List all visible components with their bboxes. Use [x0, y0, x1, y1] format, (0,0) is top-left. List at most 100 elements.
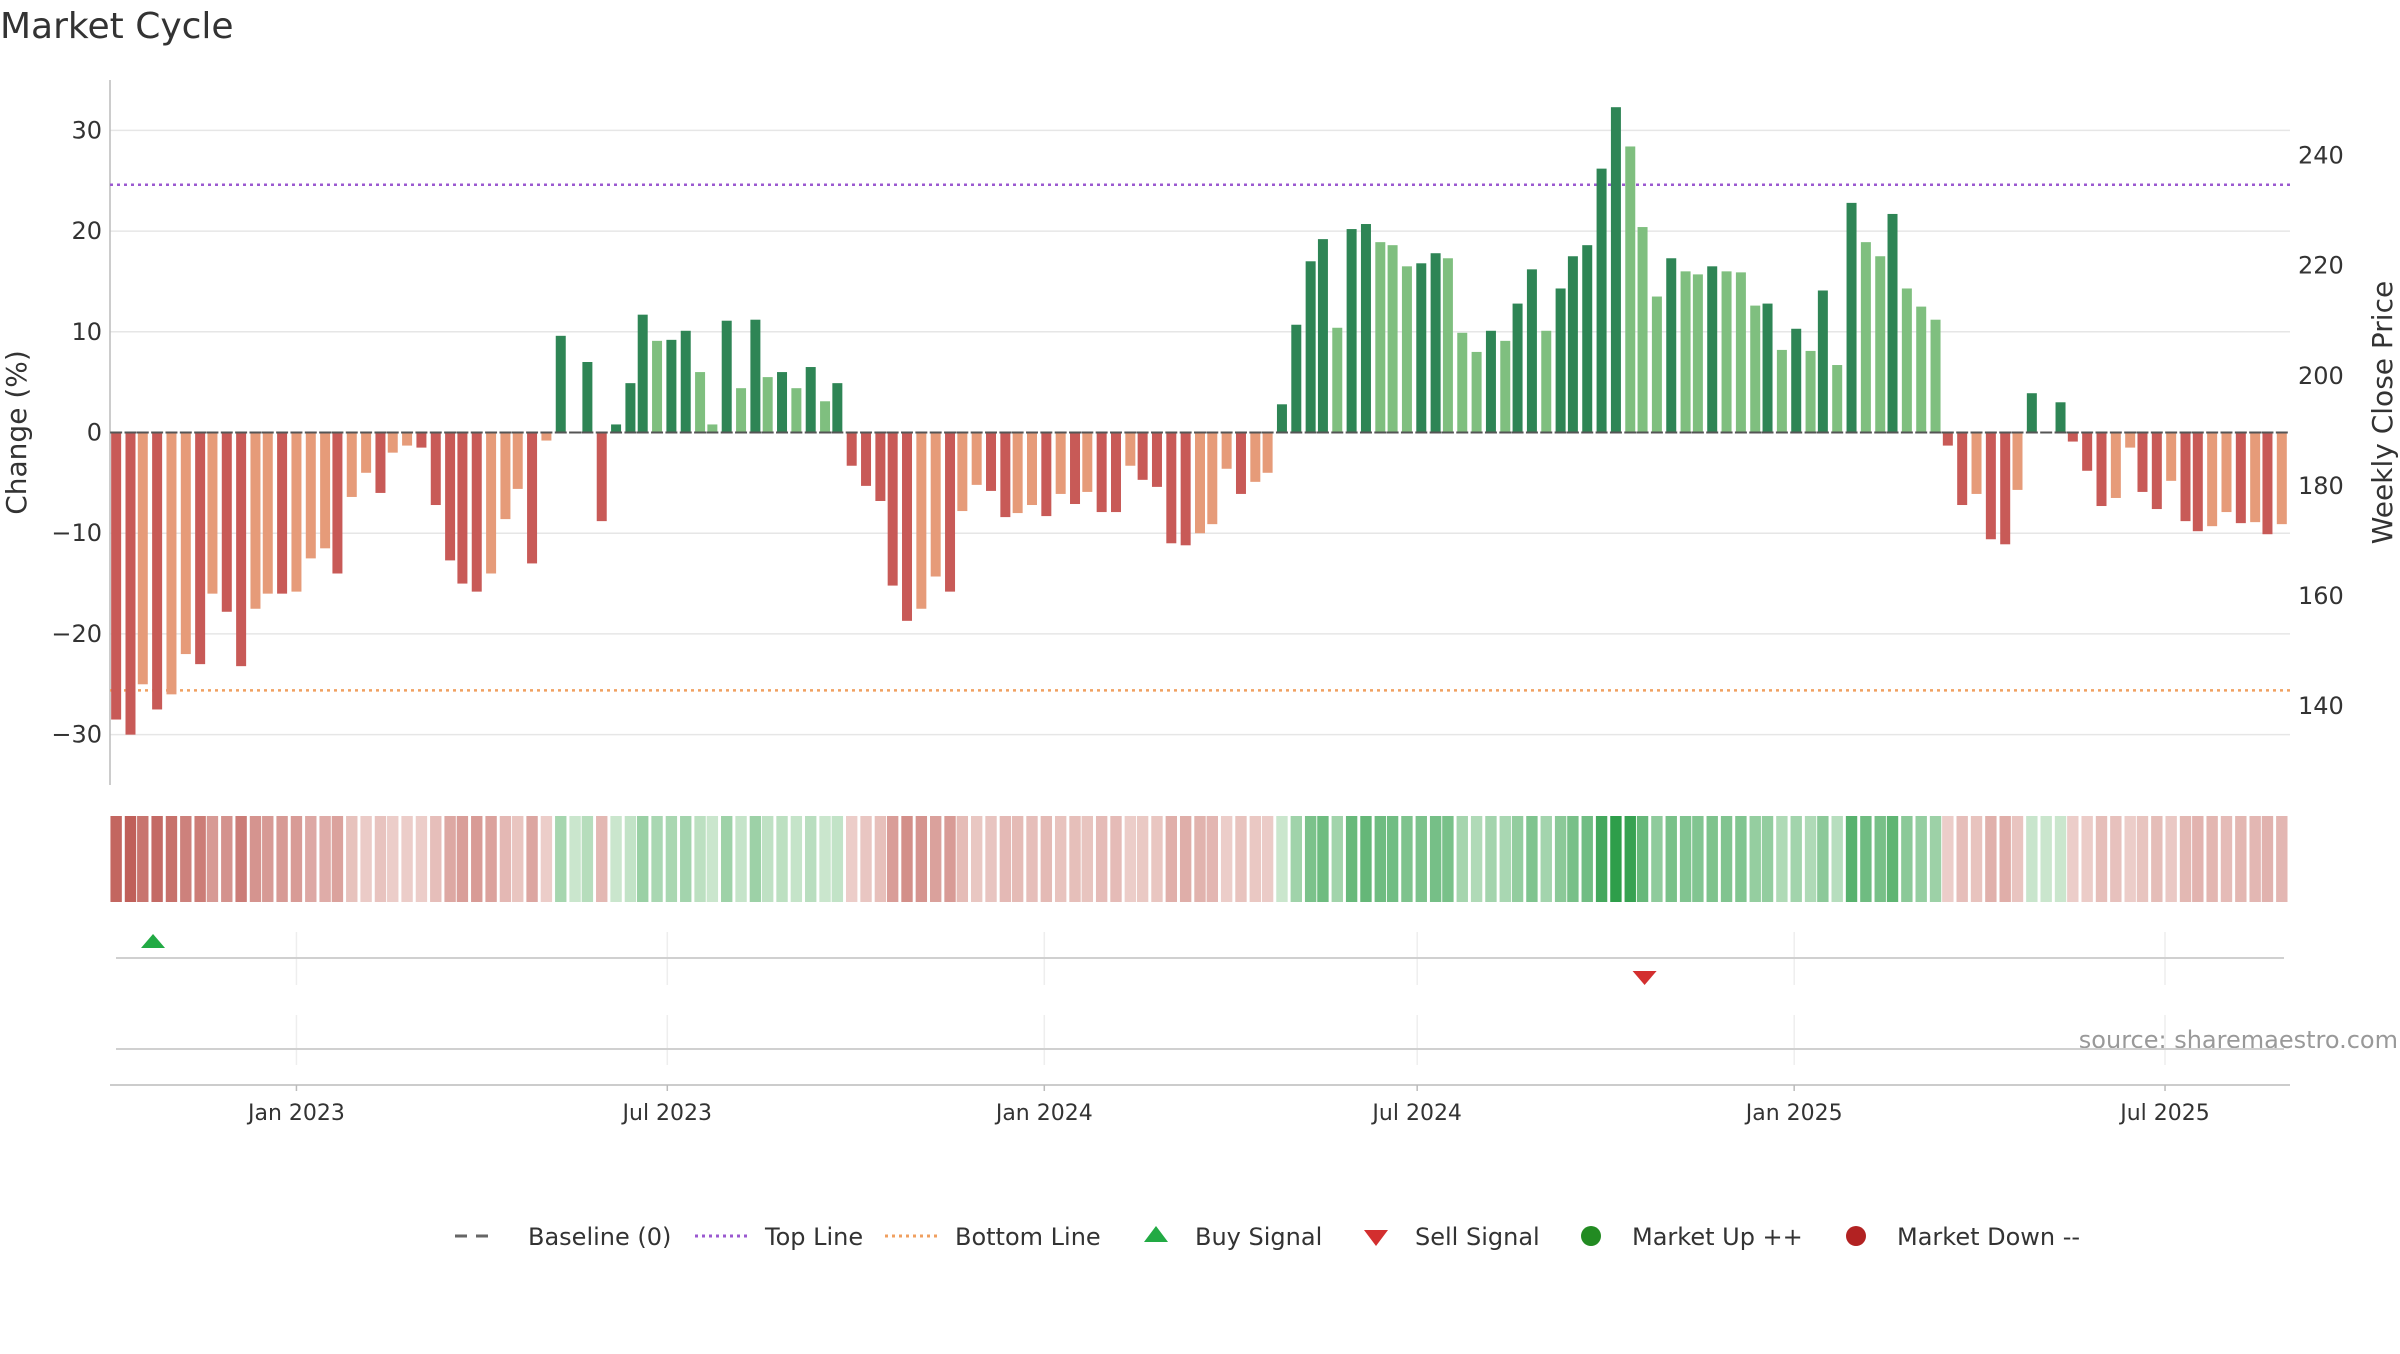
- bar: [2012, 432, 2023, 490]
- bar: [361, 432, 372, 473]
- heat-cell: [1470, 816, 1483, 902]
- heat-cell: [819, 816, 831, 902]
- bar: [1430, 253, 1441, 433]
- bar: [1276, 404, 1287, 433]
- heat-cell: [1429, 816, 1442, 902]
- heat-cell: [2026, 816, 2038, 902]
- heat-cell: [1595, 816, 1608, 902]
- heat-cell: [206, 816, 219, 902]
- bar: [637, 314, 648, 433]
- heat-cell: [512, 816, 524, 902]
- bar: [1082, 432, 1093, 492]
- heat-cell: [2136, 816, 2149, 902]
- bar: [1930, 319, 1941, 433]
- bar: [1305, 261, 1316, 433]
- bar: [1846, 202, 1857, 433]
- heat-cell: [2151, 816, 2163, 902]
- bar: [1166, 432, 1177, 544]
- bar: [2235, 432, 2246, 524]
- heat-cell: [1624, 816, 1636, 902]
- bar: [375, 432, 386, 493]
- heat-cell: [305, 816, 317, 902]
- legend-label-sell: Sell Signal: [1415, 1223, 1540, 1251]
- bar: [1387, 245, 1398, 433]
- bar: [1651, 296, 1662, 433]
- heat-cell: [805, 816, 817, 902]
- heat-cell: [1415, 816, 1427, 902]
- heat-cell: [2110, 816, 2122, 902]
- bar: [1832, 365, 1843, 433]
- bar: [1750, 305, 1761, 433]
- bar: [1110, 432, 1121, 513]
- heat-cell: [1499, 816, 1511, 902]
- bar: [236, 432, 247, 667]
- heat-cell: [1290, 816, 1302, 902]
- heat-cell: [430, 816, 442, 902]
- legend-label-top: Top Line: [764, 1223, 863, 1251]
- bar: [721, 320, 732, 433]
- heat-cell: [2276, 816, 2288, 902]
- heat-cell: [1220, 816, 1233, 902]
- bar: [625, 383, 636, 433]
- legend: Baseline (0) Top Line Bottom Line Buy Signa…: [455, 1223, 2080, 1251]
- heat-cell: [1124, 816, 1137, 902]
- bar: [1942, 432, 1953, 446]
- bar: [1791, 328, 1802, 433]
- bar: [1096, 432, 1107, 513]
- x-tick-label: Jan 2023: [246, 1101, 345, 1126]
- legend-label-mdown: Market Down --: [1897, 1223, 2080, 1251]
- bar: [1180, 432, 1191, 546]
- heat-cell: [1317, 816, 1329, 902]
- bar: [555, 335, 566, 433]
- heat-cell: [499, 816, 512, 902]
- bar: [2192, 432, 2203, 532]
- bar: [430, 432, 441, 506]
- bar: [262, 432, 273, 594]
- bar: [1512, 303, 1523, 433]
- bar: [1207, 432, 1218, 525]
- heat-cell: [2261, 816, 2274, 902]
- bar: [957, 432, 968, 512]
- heat-cell: [1081, 816, 1094, 902]
- heat-cell: [331, 816, 344, 902]
- heat-cell: [2067, 816, 2079, 902]
- heat-cell: [1069, 816, 1081, 902]
- bar: [1235, 432, 1246, 494]
- heat-cell: [1442, 816, 1454, 902]
- heat-cell: [165, 816, 178, 902]
- bar: [180, 432, 191, 655]
- bar: [1000, 432, 1011, 518]
- heat-cell: [1970, 816, 1983, 902]
- y-tick-label: 20: [71, 217, 102, 245]
- bar: [1471, 351, 1482, 433]
- bar: [1401, 266, 1412, 433]
- sell-signal-marker: [1632, 971, 1657, 985]
- heat-cell: [1206, 816, 1218, 902]
- heat-cell: [2081, 816, 2093, 902]
- bar: [1250, 432, 1261, 482]
- heat-cell: [2220, 816, 2233, 902]
- bar: [125, 432, 136, 735]
- heat-cell: [262, 816, 274, 902]
- bar: [986, 432, 997, 491]
- bar: [416, 432, 427, 448]
- bar: [1360, 224, 1371, 433]
- bar: [1762, 303, 1773, 433]
- bar: [750, 319, 761, 433]
- heat-cell: [1706, 816, 1718, 902]
- heat-cell: [444, 816, 456, 902]
- bar: [861, 432, 872, 486]
- bar: [2067, 432, 2078, 442]
- heat-cell: [1136, 816, 1149, 902]
- heat-cell: [930, 816, 942, 902]
- bar: [527, 432, 538, 564]
- bar: [1485, 330, 1496, 433]
- heat-cell: [761, 816, 774, 902]
- heat-cell: [1956, 816, 1968, 902]
- heat-cell: [1040, 816, 1053, 902]
- heat-cell: [1151, 816, 1163, 902]
- heat-cell: [194, 816, 206, 902]
- bar: [346, 432, 357, 497]
- x-tick-label: Jan 2025: [1744, 1101, 1843, 1126]
